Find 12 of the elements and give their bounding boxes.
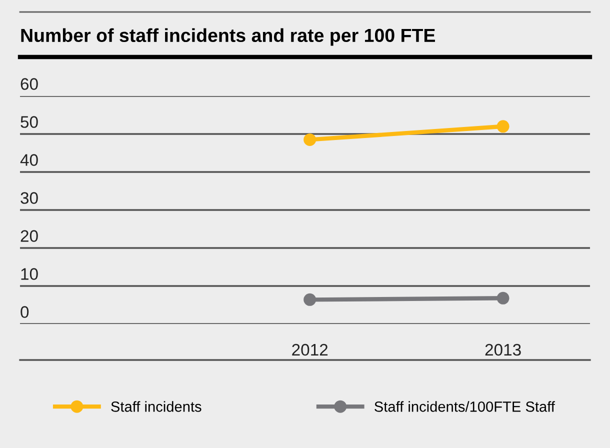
y-tick-label: 50 <box>20 116 38 128</box>
y-tick-label: 10 <box>21 268 38 280</box>
y-tick-label: 40 <box>20 154 38 166</box>
y-tick-label: 60 <box>20 78 38 90</box>
y-tick-label: 0 <box>20 306 29 318</box>
legend-label: Staff incidents/100FTE Staff <box>374 401 555 412</box>
x-tick-label: 2012 <box>292 344 328 356</box>
y-tick-label: 20 <box>20 230 38 242</box>
legend-label: Staff incidents <box>111 401 202 412</box>
y-tick-label: 30 <box>20 192 38 204</box>
chart-title: Number of staff incidents and rate per 100 FTE <box>21 28 435 46</box>
x-tick-label: 2013 <box>485 344 521 356</box>
